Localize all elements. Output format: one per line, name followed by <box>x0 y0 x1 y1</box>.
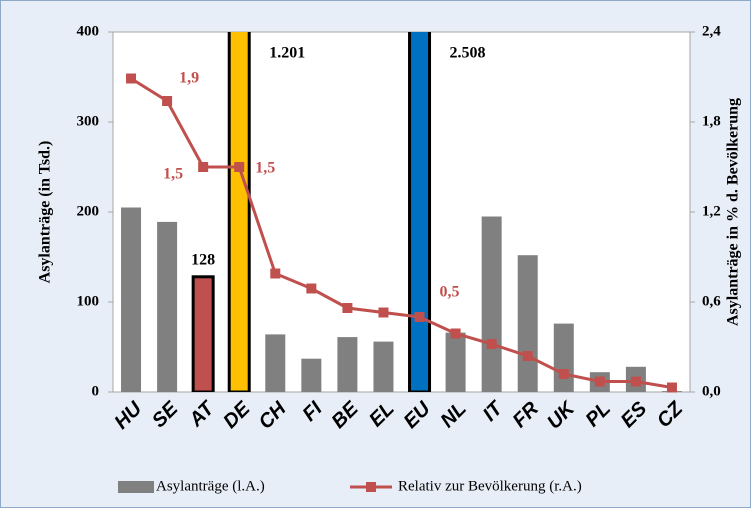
y2-axis-title: Asylanträge in % d. Bevölkerung <box>725 98 742 326</box>
y2-tick-label: 0,6 <box>702 293 721 309</box>
bar <box>481 216 502 392</box>
line-marker <box>630 376 641 387</box>
bar <box>517 255 538 392</box>
y-tick-label: 100 <box>77 293 100 309</box>
line-value-label: 1,9 <box>179 70 199 87</box>
line-marker <box>270 268 281 279</box>
line-value-label: 0,5 <box>440 284 460 301</box>
line-marker <box>594 376 605 387</box>
bar <box>157 221 178 392</box>
line-marker <box>414 312 425 322</box>
y-tick-label: 200 <box>77 203 100 219</box>
bar <box>553 323 574 392</box>
bar <box>373 341 394 392</box>
legend-swatch <box>118 481 154 493</box>
bar <box>301 358 322 392</box>
bar <box>121 207 142 392</box>
bars <box>121 32 682 392</box>
line-value-label: 1,5 <box>163 166 183 183</box>
y2-tick-label: 1,8 <box>702 113 721 129</box>
line-marker <box>450 328 461 339</box>
line-value-label: 1,5 <box>255 160 275 177</box>
line-marker <box>666 382 677 393</box>
bar <box>445 332 466 392</box>
line-marker <box>522 351 533 361</box>
legend-swatch <box>366 482 376 492</box>
line-marker <box>162 96 173 106</box>
legend-label: Relativ zur Bevölkerung (r.A.) <box>398 478 582 494</box>
bar <box>227 32 251 392</box>
y-tick-label: 0 <box>92 383 100 399</box>
line-marker <box>306 283 317 294</box>
bar <box>337 337 358 392</box>
line-marker <box>378 307 389 318</box>
bar <box>265 334 286 392</box>
bar <box>408 32 432 392</box>
line <box>130 77 673 389</box>
y2-tick-label: 2,4 <box>702 23 721 39</box>
line-marker <box>486 339 497 349</box>
line-marker <box>126 73 137 84</box>
bar-value-label: 128 <box>191 251 215 268</box>
line-marker <box>342 303 353 313</box>
legend-label: Asylanträge (l.A.) <box>156 478 265 494</box>
line-marker <box>198 162 209 172</box>
y2-tick-label: 0,0 <box>702 383 721 399</box>
y-tick-label: 300 <box>77 113 100 129</box>
line-marker <box>558 369 569 379</box>
bar <box>191 275 215 392</box>
bar-value-label: 2.508 <box>450 45 486 62</box>
line-marker <box>234 162 245 172</box>
y-tick-label: 400 <box>77 23 100 39</box>
y2-tick-label: 1,2 <box>702 203 721 219</box>
bar-value-label: 1.201 <box>269 45 305 62</box>
y-axis-title: Asylanträge (in Tsd.) <box>37 141 54 284</box>
